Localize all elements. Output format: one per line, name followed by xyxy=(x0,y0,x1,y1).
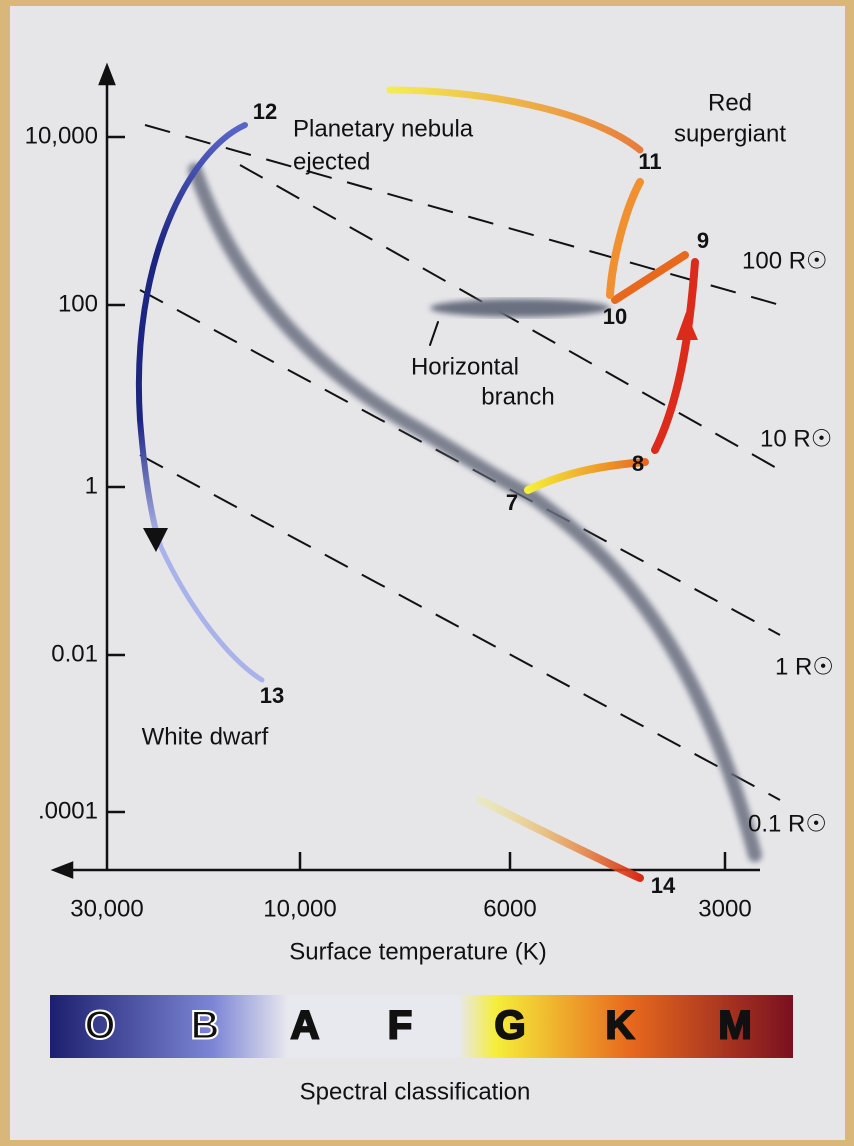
annotation: ejected xyxy=(293,148,370,175)
spectral-bar xyxy=(50,995,793,1058)
y-tick-label: 0.01 xyxy=(51,640,98,667)
annotation: branch xyxy=(481,383,554,410)
radius-label: 1 R☉ xyxy=(775,653,834,680)
stage-label: 12 xyxy=(253,99,277,124)
x-tick-label: 10,000 xyxy=(263,895,336,922)
spectral-class: F xyxy=(388,1004,412,1048)
hr-diagram: 10,000 100 1 0.01 .0001 30,000 10,000 60… xyxy=(0,0,854,1146)
stage-label: 13 xyxy=(260,683,284,708)
y-tick-label: 10,000 xyxy=(25,122,98,149)
y-tick-label: 1 xyxy=(85,472,98,499)
annotation: White dwarf xyxy=(142,723,269,750)
stage-label: 9 xyxy=(697,228,709,253)
stage-label: 14 xyxy=(651,873,676,898)
stage-label: 11 xyxy=(638,149,661,174)
stage-label: 8 xyxy=(632,451,644,476)
spectral-class: O xyxy=(84,1004,115,1048)
radius-label: 100 R☉ xyxy=(742,247,828,274)
spectral-class: M xyxy=(718,1004,751,1048)
y-tick-label: 100 xyxy=(58,290,98,317)
x-tick-label: 3000 xyxy=(698,895,751,922)
radius-label: 0.1 R☉ xyxy=(748,810,827,837)
spectral-class: G xyxy=(494,1004,525,1048)
stage-label: 10 xyxy=(603,304,627,329)
spectral-class: B xyxy=(191,1004,220,1048)
spectral-title: Spectral classification xyxy=(300,1078,531,1105)
x-tick-label: 30,000 xyxy=(70,895,143,922)
annotation: supergiant xyxy=(674,120,786,147)
y-tick-label: .0001 xyxy=(38,797,98,824)
annotation: Planetary nebula xyxy=(293,115,474,142)
radius-label: 10 R☉ xyxy=(760,425,832,452)
spectral-class: A xyxy=(291,1004,320,1048)
annotation: Horizontal xyxy=(411,353,519,380)
spectral-class: K xyxy=(606,1004,635,1048)
stage-label: 7 xyxy=(506,490,518,515)
annotation: Red xyxy=(708,89,752,116)
x-axis-title: Surface temperature (K) xyxy=(289,938,546,965)
x-tick-label: 6000 xyxy=(483,895,536,922)
panel xyxy=(10,6,845,1140)
